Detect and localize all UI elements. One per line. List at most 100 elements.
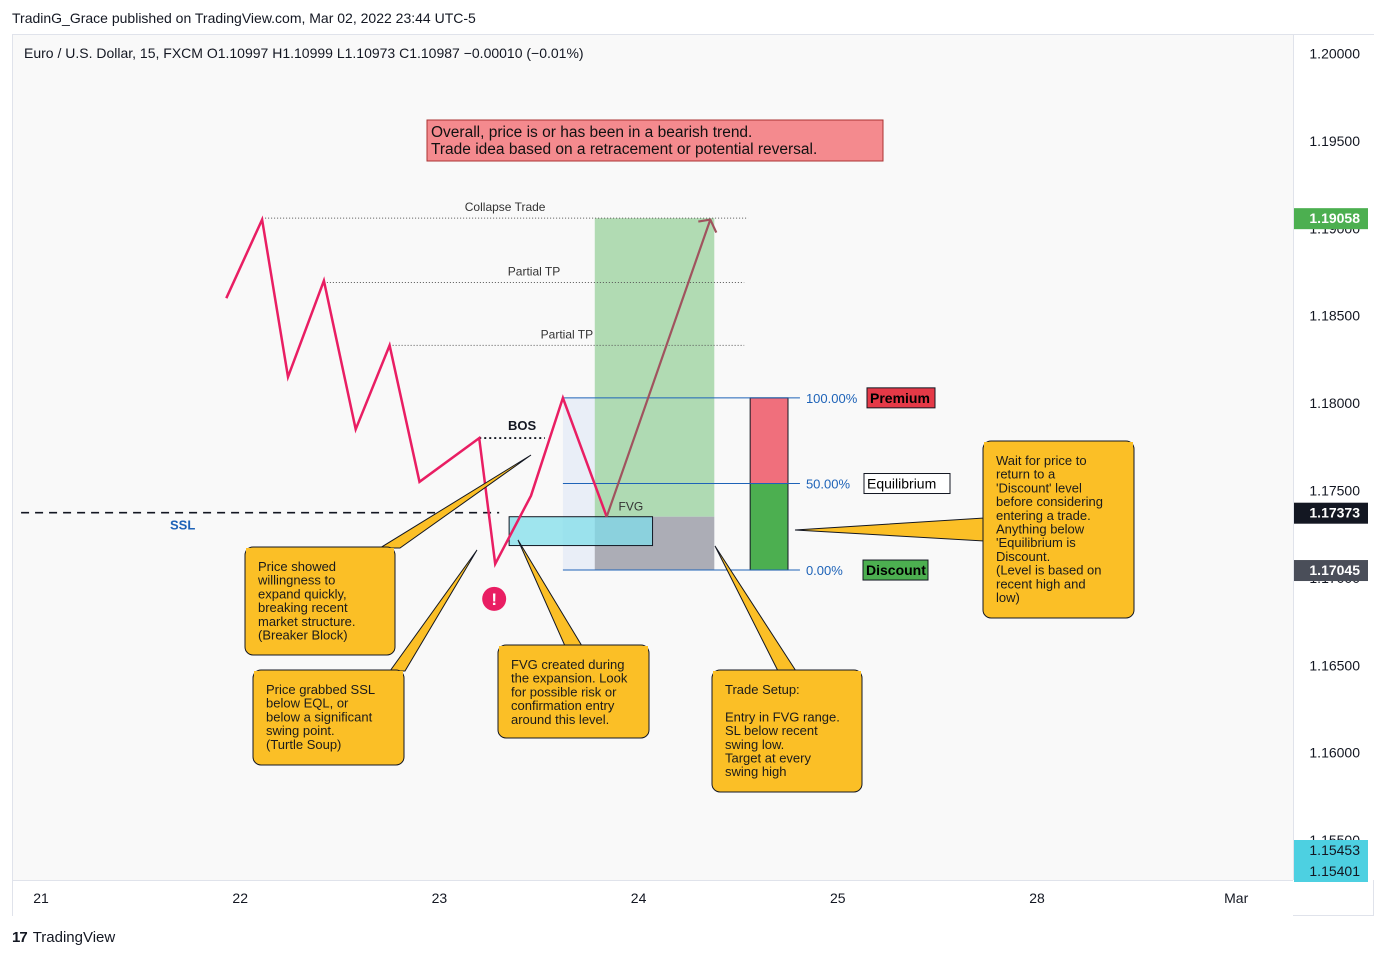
- price-tick-label: 1.16000: [1309, 745, 1360, 761]
- callout-seam: [713, 671, 861, 681]
- tradingview-logo-icon: 17: [12, 929, 28, 946]
- fib-level-label: 50.00%: [806, 477, 851, 492]
- price-badge-label: 1.15453: [1309, 842, 1360, 858]
- time-tick-label: 28: [1029, 890, 1045, 906]
- callout-box: [252, 669, 405, 766]
- ssl-label: SSL: [170, 518, 195, 533]
- time-tick-label: 25: [830, 890, 846, 906]
- zone-label-text: Discount: [866, 562, 926, 578]
- callout-seam: [984, 442, 1133, 452]
- zone-label-box: [866, 387, 936, 409]
- callout-seam: [254, 671, 403, 681]
- target-level-label: Partial TP: [508, 264, 560, 278]
- callout-line: 'Discount' level: [996, 480, 1082, 495]
- price-badge: [1294, 840, 1368, 861]
- price-badge-label: 1.19058: [1309, 210, 1360, 226]
- fib-level-label: 0.00%: [806, 563, 843, 578]
- publisher-line: TradinG_Grace published on TradingView.c…: [12, 10, 476, 26]
- callout-line: Anything below: [996, 522, 1085, 537]
- callout-line: for possible risk or: [511, 684, 617, 699]
- price-badge-label: 1.15401: [1309, 863, 1360, 879]
- callout-line: below EQL, or: [266, 696, 349, 711]
- price-tick-label: 1.17500: [1309, 483, 1360, 499]
- callout-box: [244, 546, 396, 656]
- callout-box: [982, 440, 1135, 619]
- fvg-zone: [508, 516, 654, 547]
- symbol-ohlc-legend: Euro / U.S. Dollar, 15, FXCM O1.10997 H1…: [24, 45, 584, 61]
- callout-pointer: [794, 517, 985, 542]
- callout-line: entering a trade.: [996, 508, 1091, 523]
- callout-line: willingness to: [257, 573, 335, 588]
- callout-pointer: [389, 549, 478, 672]
- callout-line: before considering: [996, 494, 1103, 509]
- zone-label-text: Equilibrium: [867, 476, 936, 492]
- target-zone: [594, 218, 715, 517]
- callout-line: Target at every: [725, 751, 811, 766]
- callout-box: [711, 669, 863, 793]
- callout-line: breaking recent: [258, 600, 348, 615]
- price-badge: [1294, 861, 1368, 882]
- price-tick-label: 1.20000: [1309, 46, 1360, 62]
- callout-line: 'Equilibrium is: [996, 535, 1076, 550]
- callout-line: Wait for price to: [996, 453, 1087, 468]
- price-tick-label: 1.18500: [1309, 308, 1360, 324]
- projection-arrowhead: [698, 218, 718, 234]
- target-level-label: Partial TP: [541, 327, 593, 341]
- zone-label-text: Premium: [870, 390, 930, 406]
- callout-line: SL below recent: [725, 723, 818, 738]
- projection-line: [605, 219, 712, 518]
- bos-label: BOS: [508, 418, 537, 433]
- price-tick-label: 1.19500: [1309, 133, 1360, 149]
- time-tick-label: 22: [232, 890, 248, 906]
- callout-line: expand quickly,: [258, 586, 347, 601]
- callout-line: (Level is based on: [996, 563, 1102, 578]
- time-tick-label: 24: [631, 890, 647, 906]
- time-axis[interactable]: [13, 880, 1293, 916]
- callout-line: market structure.: [258, 614, 356, 629]
- brand-name: TradingView: [32, 929, 116, 946]
- fvg-label: FVG: [618, 500, 643, 514]
- zone-label-box: [862, 559, 929, 581]
- price-axis[interactable]: [1293, 35, 1374, 880]
- price-badge: [1294, 208, 1368, 230]
- callout-line: confirmation entry: [511, 698, 615, 713]
- callout-line: return to a: [996, 467, 1056, 482]
- callout-line: Price grabbed SSL: [266, 682, 375, 697]
- callout-line: recent high and: [996, 576, 1086, 591]
- tradingview-brand[interactable]: 17 TradingView: [12, 929, 115, 946]
- time-tick-label: Mar: [1224, 890, 1248, 906]
- price-badge-label: 1.17373: [1309, 505, 1360, 521]
- callout-line: (Turtle Soup): [266, 737, 341, 752]
- callout-line: swing point.: [266, 723, 335, 738]
- headline-box: [426, 119, 884, 162]
- callout-line: FVG created during: [511, 657, 624, 672]
- discount-bar: [749, 483, 789, 571]
- target-level-label: Collapse Trade: [465, 200, 546, 214]
- price-tick-label: 1.16500: [1309, 657, 1360, 673]
- alert-marker-icon: [482, 586, 507, 611]
- callout-line: Trade Setup:: [725, 682, 800, 697]
- premium-bar: [749, 397, 789, 485]
- headline-line: Overall, price is or has been in a beari…: [431, 124, 752, 141]
- callout-line: around this level.: [511, 712, 609, 727]
- callout-line: swing low.: [725, 737, 784, 752]
- alert-marker-symbol: !: [491, 590, 497, 609]
- callout-line: Entry in FVG range.: [725, 709, 840, 724]
- time-tick-label: 23: [432, 890, 448, 906]
- callout-line: Discount.: [996, 549, 1050, 564]
- callout-line: swing high: [725, 764, 786, 779]
- price-badge: [1294, 502, 1368, 524]
- callout-pointer: [378, 454, 532, 549]
- callout-box: [497, 644, 650, 739]
- callout-line: the expansion. Look: [511, 671, 628, 686]
- callout-line: Price showed: [258, 559, 336, 574]
- time-tick-label: 21: [33, 890, 49, 906]
- callout-seam: [246, 548, 394, 558]
- callout-line: below a significant: [266, 709, 373, 724]
- price-badge: [1294, 560, 1368, 582]
- price-tick-label: 1.18000: [1309, 395, 1360, 411]
- fib-level-label: 100.00%: [806, 391, 858, 406]
- headline-line: Trade idea based on a retracement or pot…: [431, 141, 817, 158]
- price-path-line: [225, 215, 608, 568]
